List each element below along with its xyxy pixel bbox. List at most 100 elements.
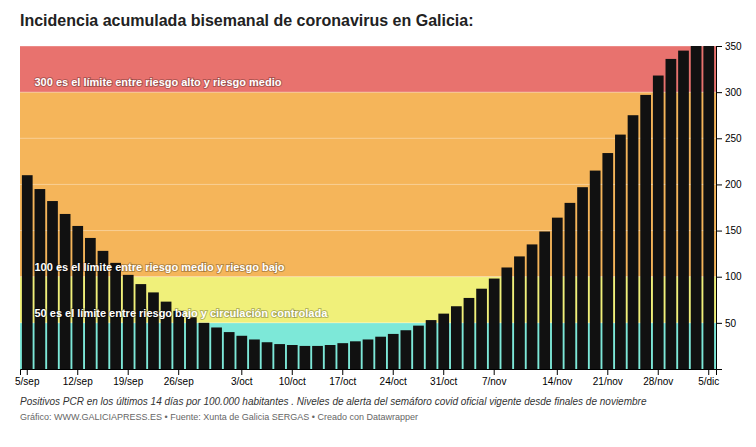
chart: Incidencia acumulada bisemanal de corona… [0, 0, 756, 447]
bar [72, 226, 83, 369]
x-tick-label: 26/sep [164, 376, 194, 387]
bar [539, 231, 550, 369]
y-axis-line [717, 47, 723, 370]
bar [312, 346, 323, 369]
bar [476, 289, 487, 369]
bar [375, 337, 386, 369]
zones [20, 46, 716, 369]
x-tick-label: 7/nov [482, 376, 506, 387]
y-tick-label: 300 [725, 87, 742, 98]
x-tick: 17/oct [329, 369, 356, 387]
title: Incidencia acumulada bisemanal de corona… [20, 12, 474, 29]
bar [262, 342, 273, 369]
bar [615, 135, 626, 369]
x-tick: 5/dic [698, 369, 719, 387]
x-axis-line [21, 370, 717, 376]
bar [199, 323, 210, 369]
x-tick-label: 19/sep [113, 376, 143, 387]
x-tick: 3/oct [231, 369, 253, 387]
x-tick-mark [292, 369, 293, 375]
x-tick-label: 10/oct [279, 376, 306, 387]
bar [35, 189, 46, 369]
x-tick-label: 14/nov [542, 376, 572, 387]
y-tick: 150 [716, 225, 742, 236]
bar [186, 317, 197, 369]
grid-line [20, 138, 716, 139]
x-tick: 10/oct [279, 369, 306, 387]
bar [400, 330, 411, 369]
x-tick-mark [607, 369, 608, 375]
x-tick-label: 17/oct [329, 376, 356, 387]
x-axis: 5/sep12/sep19/sep26/sep3/oct10/oct17/oct… [15, 369, 719, 387]
bar [501, 267, 512, 369]
x-tick-mark [494, 369, 495, 375]
bar [224, 332, 235, 369]
bar [173, 311, 184, 369]
zone-label: 300 es el límite entre riesgo alto y rie… [35, 76, 282, 88]
bar [426, 320, 437, 369]
zone-label: 50 es el límite entre riesgo bajo y circ… [35, 307, 329, 319]
y-tick-mark [716, 184, 722, 185]
plot: 5/sep12/sep19/sep26/sep3/oct10/oct17/oct… [15, 41, 742, 387]
y-tick-label: 250 [725, 133, 742, 144]
bar [249, 339, 260, 369]
bar [413, 326, 424, 369]
x-tick: 14/nov [542, 369, 572, 387]
bar [666, 59, 677, 369]
x-tick-mark [27, 369, 28, 375]
marks [20, 46, 716, 369]
bar [678, 51, 689, 369]
bar [527, 244, 538, 369]
y-tick: 250 [716, 133, 742, 144]
bar [438, 314, 449, 369]
y-tick-label: 50 [725, 318, 737, 329]
source: Gráfico: WWW.GALICIAPRESS.ES • Fuente: X… [20, 412, 418, 422]
bar [85, 238, 96, 369]
y-tick-label: 350 [725, 41, 742, 52]
x-tick: 28/nov [643, 369, 673, 387]
x-tick-label: 5/dic [698, 376, 719, 387]
x-tick-mark [128, 369, 129, 375]
x-tick-mark [393, 369, 394, 375]
bar [628, 115, 639, 369]
y-tick: 100 [716, 271, 742, 282]
x-tick-label: 31/oct [430, 376, 457, 387]
y-tick: 350 [716, 41, 742, 52]
x-tick-mark [342, 369, 343, 375]
x-tick-mark [443, 369, 444, 375]
bar [274, 344, 285, 369]
bar [337, 343, 348, 369]
x-tick-mark [658, 369, 659, 375]
bar [300, 346, 311, 369]
y-tick: 300 [716, 87, 742, 98]
bar [60, 214, 71, 369]
x-tick: 31/oct [430, 369, 457, 387]
x-tick-mark [77, 369, 78, 375]
bars [22, 46, 714, 369]
bar [236, 336, 247, 369]
bar [287, 345, 298, 369]
x-tick: 5/sep [15, 369, 40, 387]
y-tick-mark [716, 231, 722, 232]
y-tick-mark [716, 277, 722, 278]
x-tick-mark [557, 369, 558, 375]
bar [653, 76, 664, 369]
bar [211, 327, 222, 369]
bar [552, 218, 563, 369]
y-tick-label: 200 [725, 179, 742, 190]
y-tick-mark [716, 46, 722, 47]
bar [325, 345, 336, 369]
bar [602, 153, 613, 369]
bar [590, 171, 601, 369]
y-tick-mark [716, 138, 722, 139]
bar [135, 284, 146, 369]
x-tick: 21/nov [593, 369, 623, 387]
grid-line [20, 92, 716, 93]
grid-line [20, 46, 716, 47]
bar [464, 298, 475, 369]
x-tick-label: 21/nov [593, 376, 623, 387]
x-tick-mark [241, 369, 242, 375]
bar [514, 256, 525, 369]
y-tick-mark [716, 92, 722, 93]
x-tick-mark [178, 369, 179, 375]
